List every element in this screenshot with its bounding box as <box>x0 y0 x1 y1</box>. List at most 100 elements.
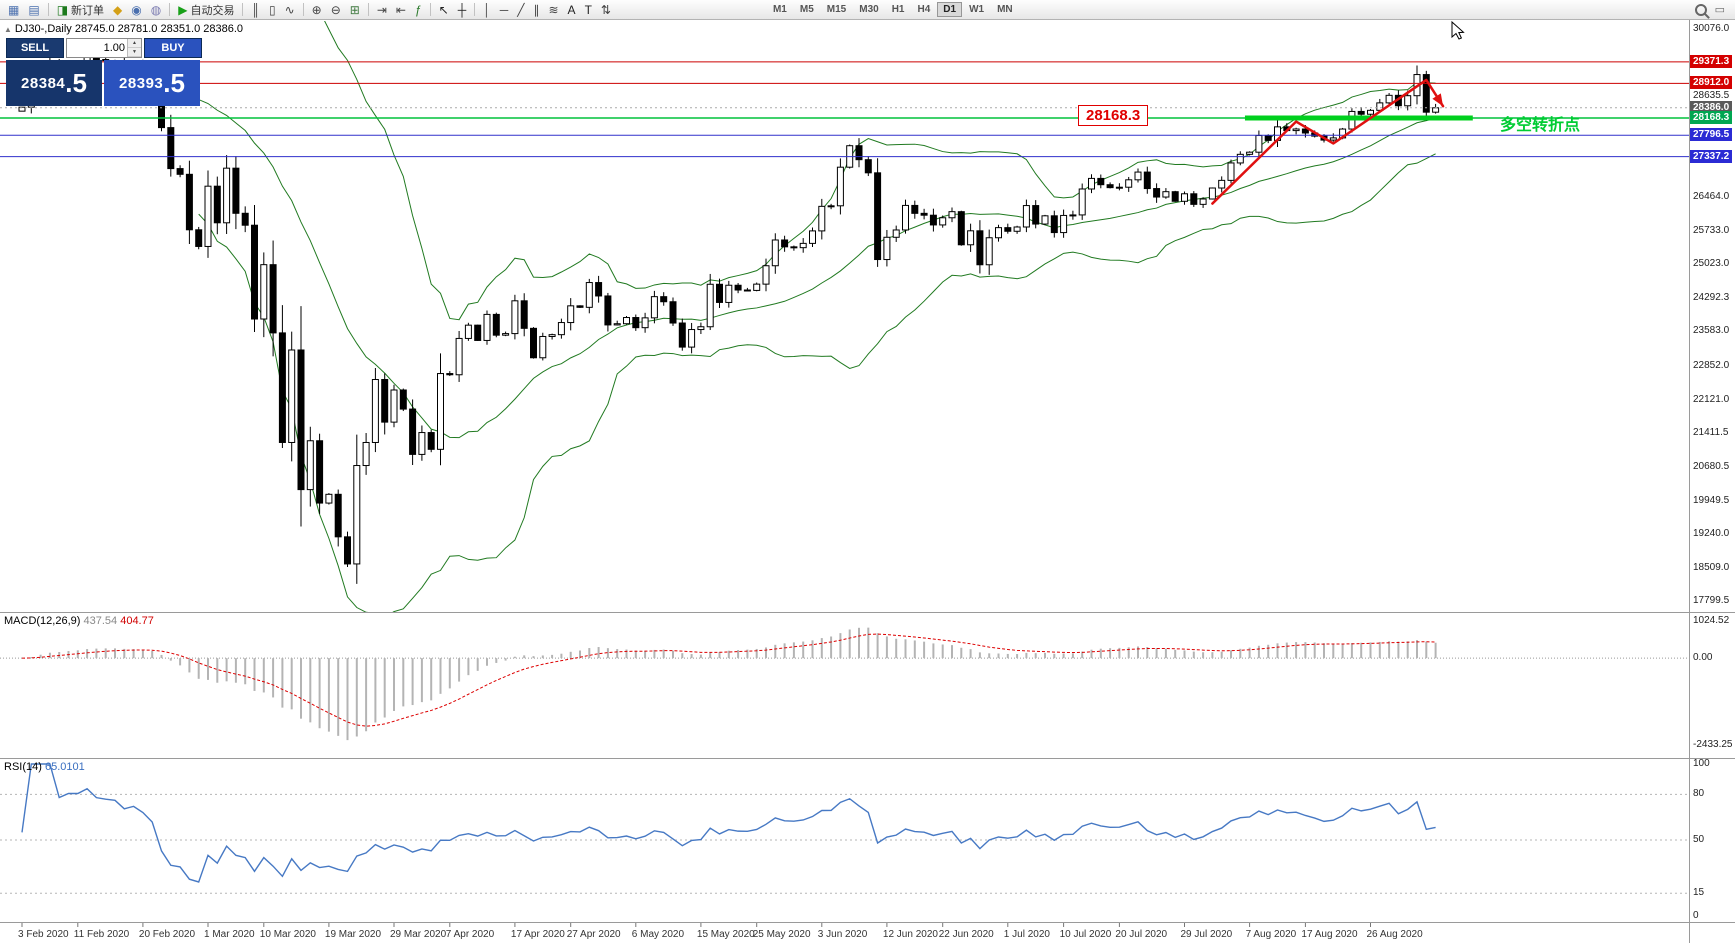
sell-price-panel[interactable]: 28384.5 <box>6 60 102 106</box>
price-tag-27796.5: 27796.5 <box>1690 128 1733 142</box>
fibonacci-icon: ≋ <box>548 2 559 17</box>
date-label: 20 Feb 2020 <box>138 929 196 940</box>
text-label-button[interactable]: T <box>581 0 596 19</box>
price-scale-label: 17799.5 <box>1693 594 1730 606</box>
equidistant-channel-icon: ∥ <box>533 2 540 17</box>
horizontal-line-button[interactable]: ─ <box>496 0 513 19</box>
bollinger-lower-line <box>198 153 1436 612</box>
rsi-scale-label: 100 <box>1693 758 1710 769</box>
date-label: 1 Jul 2020 <box>1003 929 1050 940</box>
rsi-layer <box>0 763 1689 894</box>
chart-shift-button[interactable]: ⇤ <box>392 0 410 19</box>
mql-wizard-button[interactable]: ◆ <box>109 0 126 19</box>
macd-signal-line <box>21 633 1436 727</box>
sell-price-pips: .5 <box>65 68 87 98</box>
date-label: 10 Mar 2020 <box>259 929 316 940</box>
main-chart-layer <box>0 21 1689 612</box>
timeframe-mn-button[interactable]: MN <box>997 4 1013 15</box>
timeframe-m15-button[interactable]: M15 <box>826 4 847 15</box>
rsi-label: RSI(14) 65.0101 <box>4 761 85 773</box>
zoom-out-button[interactable]: ⊖ <box>327 0 345 19</box>
auto-scroll-button[interactable]: ⇥ <box>373 0 391 19</box>
new-chart-button[interactable]: ▦ <box>4 0 23 19</box>
date-label: 11 Feb 2020 <box>73 929 130 940</box>
toolbar-separator <box>169 3 171 16</box>
mql-wizard-icon: ◆ <box>113 2 123 17</box>
crosshair-button[interactable]: ┼ <box>454 0 471 19</box>
zoom-out-icon: ⊖ <box>330 2 341 17</box>
vertical-line-button[interactable]: │ <box>479 0 495 19</box>
strategy-tester-button[interactable]: ◉ <box>127 0 145 19</box>
panel-separator-macd[interactable] <box>0 612 1735 613</box>
date-label: 17 Apr 2020 <box>510 929 565 940</box>
price-tag-28386.0: 28386.0 <box>1690 100 1733 114</box>
timeframe-h1-button[interactable]: H1 <box>891 4 905 15</box>
macd-scale-label: 0.00 <box>1693 652 1713 664</box>
text-button[interactable]: A <box>564 0 580 19</box>
chart-title: ▲ DJ30-,Daily 28745.0 28781.0 28351.0 283… <box>4 23 243 35</box>
timeframe-m1-button[interactable]: M1 <box>772 4 787 15</box>
new-chart-icon: ▦ <box>8 2 20 17</box>
buy-price-panel[interactable]: 28393.5 <box>104 60 200 106</box>
timeframe-h4-button[interactable]: H4 <box>917 4 931 15</box>
line-chart-button[interactable]: ∿ <box>281 0 299 19</box>
volume-up-button[interactable]: ▲ <box>128 39 141 48</box>
date-label: 1 Mar 2020 <box>204 929 255 940</box>
candlestick-chart-icon: ▯ <box>268 2 276 17</box>
tile-windows-button[interactable]: ⊞ <box>346 0 364 19</box>
trend-arrowhead <box>1432 93 1444 107</box>
volume-input[interactable] <box>67 39 127 57</box>
search-icon[interactable] <box>1694 3 1707 16</box>
price-scale-label: 22121.0 <box>1693 393 1730 405</box>
price-scale-label: 18509.0 <box>1693 561 1730 573</box>
new-order-button[interactable]: ◨ 新订单 <box>53 0 108 19</box>
timeframe-d1-button[interactable]: D1 <box>937 2 963 17</box>
sell-button[interactable]: SELL <box>6 38 64 58</box>
restore-window-icon[interactable]: ▭ <box>1714 4 1725 16</box>
panel-separator-rsi[interactable] <box>0 758 1735 759</box>
strategy-tester-icon: ◉ <box>131 2 142 17</box>
vertical-line-icon: │ <box>483 2 491 17</box>
turning-point-label[interactable]: 多空转折点 <box>1500 117 1581 134</box>
trend-arrow-line[interactable] <box>1211 78 1445 205</box>
macd-scale-label: 1024.52 <box>1693 615 1730 627</box>
bollinger-upper-line <box>324 21 1436 321</box>
one-click-collapse-icon[interactable]: ▲ <box>4 25 12 34</box>
timeframe-m5-button[interactable]: M5 <box>799 4 814 15</box>
one-click-top-row: SELL ▲ ▼ BUY <box>6 38 202 58</box>
candlestick-chart-button[interactable]: ▯ <box>265 0 280 19</box>
zoom-in-icon: ⊕ <box>311 2 322 17</box>
date-label: 22 Jun 2020 <box>938 929 994 940</box>
buy-button[interactable]: BUY <box>144 38 202 58</box>
price-tag-29371.3: 29371.3 <box>1690 54 1733 68</box>
price-scale-label: 19240.0 <box>1693 527 1730 539</box>
rsi-scale-label: 50 <box>1693 834 1705 845</box>
toolbar-separator <box>47 3 49 16</box>
volume-down-button[interactable]: ▼ <box>128 48 141 57</box>
one-click-trading-panel: SELL ▲ ▼ BUY 28384.5 28393.5 <box>6 38 202 106</box>
auto-trading-button[interactable]: ▶ 自动交易 <box>174 0 238 19</box>
macd-label: MACD(12,26,9) 437.54 404.77 <box>4 615 154 627</box>
fibonacci-button[interactable]: ≋ <box>544 0 562 19</box>
data-window-button[interactable]: ◍ <box>147 0 165 19</box>
timeframe-m30-button[interactable]: M30 <box>859 4 879 15</box>
date-label: 15 May 2020 <box>696 929 755 940</box>
rsi-scale-label: 80 <box>1693 788 1705 800</box>
indicators-list-icon: ƒ <box>414 2 422 17</box>
main-toolbar: ▦ ▤ ◨ 新订单 ◆ ◉ ◍ ▶ 自动交易 ║ ▯ ∿ ⊕ ⊖ ⊞ ⇥ ⇤ ƒ ↖ ┼ │ ─ ╱ ∥ ≋ A T ⇅ M1 M5 M15… <box>0 0 1735 20</box>
cursor-button[interactable]: ↖ <box>435 0 453 19</box>
date-label: 29 Mar 2020 <box>390 929 447 940</box>
timeframe-w1-button[interactable]: W1 <box>969 4 985 15</box>
profiles-button[interactable]: ▤ <box>24 0 43 19</box>
trendline-button[interactable]: ╱ <box>513 0 528 19</box>
bar-chart-button[interactable]: ║ <box>247 0 264 19</box>
equidistant-channel-button[interactable]: ∥ <box>529 0 543 19</box>
price-annotation-box[interactable]: 28168.3 <box>1078 105 1149 126</box>
zoom-in-button[interactable]: ⊕ <box>308 0 326 19</box>
rsi-value: 65.0101 <box>44 761 85 773</box>
indicators-list-button[interactable]: ƒ <box>411 0 426 19</box>
arrows-button[interactable]: ⇅ <box>597 0 615 19</box>
rsi-scale-label: 15 <box>1693 887 1705 899</box>
